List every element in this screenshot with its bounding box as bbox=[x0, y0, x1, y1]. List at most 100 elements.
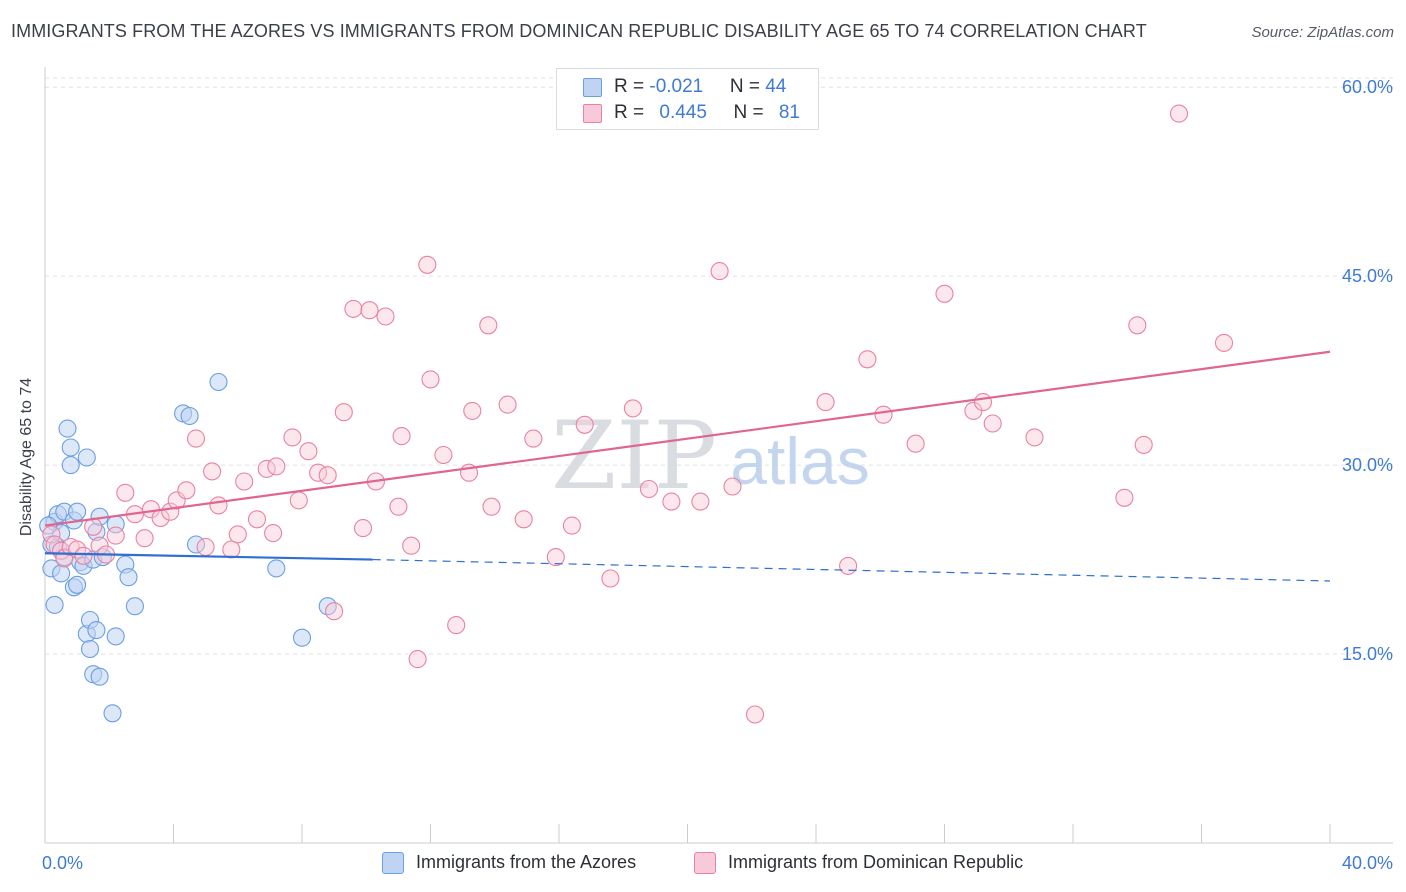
point-dominican bbox=[601, 569, 620, 588]
legend-n-label: N = bbox=[729, 76, 766, 97]
point-azores bbox=[87, 621, 106, 640]
point-dominican bbox=[1134, 435, 1153, 454]
y-tick-label: 60.0% bbox=[1342, 77, 1393, 97]
point-azores bbox=[58, 419, 77, 438]
point-dominican bbox=[514, 510, 533, 529]
point-azores bbox=[61, 456, 80, 475]
gridlines bbox=[45, 77, 1393, 655]
point-dominican bbox=[935, 284, 954, 303]
point-dominican bbox=[360, 301, 379, 320]
point-dominican bbox=[482, 497, 501, 516]
legend-swatch-dominican bbox=[583, 104, 602, 123]
point-dominican bbox=[177, 481, 196, 500]
bottom-legend-swatch-dominican bbox=[694, 852, 716, 874]
point-azores bbox=[45, 595, 64, 614]
point-dominican bbox=[186, 429, 206, 448]
y-axis-label: Disability Age 65 to 74 bbox=[18, 377, 35, 537]
point-azores bbox=[77, 448, 96, 467]
axes bbox=[44, 67, 1393, 844]
point-azores bbox=[80, 639, 100, 659]
legend-r-label: R = bbox=[614, 76, 650, 97]
point-dominican bbox=[983, 414, 1002, 433]
bottom-legend-swatch-azores bbox=[382, 852, 404, 874]
point-dominican bbox=[203, 462, 222, 481]
tick-labels: 15.0% 30.0% 45.0% 60.0% 0.0% 40.0% bbox=[42, 77, 1393, 873]
point-dominican bbox=[524, 429, 543, 448]
point-dominican bbox=[247, 510, 267, 529]
point-dominican bbox=[1214, 333, 1234, 352]
point-azores bbox=[180, 406, 199, 426]
point-dominican bbox=[42, 525, 61, 544]
point-dominican bbox=[353, 519, 373, 538]
trend-line-azores-extension bbox=[372, 558, 1331, 582]
watermark-zip: ZIP bbox=[551, 402, 717, 511]
y-tick-label: 30.0% bbox=[1342, 455, 1393, 475]
point-dominican bbox=[106, 526, 125, 545]
trend-line-dominican bbox=[44, 350, 1331, 527]
point-dominican bbox=[318, 466, 337, 485]
source-label: Source: ZipAtlas.com bbox=[1251, 24, 1394, 41]
bottom-legend-label-azores: Immigrants from the Azores bbox=[416, 852, 637, 872]
y-tick-label: 15.0% bbox=[1342, 644, 1393, 664]
chart-title: IMMIGRANTS FROM THE AZORES VS IMMIGRANTS… bbox=[11, 21, 1147, 41]
point-dominican bbox=[498, 395, 517, 414]
point-dominican bbox=[228, 525, 247, 544]
point-dominican bbox=[418, 255, 437, 274]
point-dominican bbox=[1115, 488, 1134, 507]
point-dominican bbox=[376, 307, 395, 326]
point-dominican bbox=[562, 516, 581, 535]
point-dominican bbox=[1128, 316, 1147, 335]
trend-lines bbox=[44, 350, 1331, 582]
legend-r-value-dominican: 0.445 bbox=[659, 102, 707, 123]
point-dominican bbox=[906, 434, 925, 453]
point-dominican bbox=[463, 401, 482, 420]
point-dominican bbox=[575, 415, 594, 434]
legend-r-value-azores: -0.021 bbox=[649, 76, 704, 97]
point-dominican bbox=[816, 393, 835, 412]
point-dominican bbox=[973, 393, 993, 412]
point-dominican bbox=[710, 262, 729, 281]
point-dominican bbox=[1169, 104, 1189, 123]
point-dominican bbox=[858, 350, 877, 369]
point-azores bbox=[106, 627, 125, 646]
point-azores bbox=[125, 597, 144, 616]
correlation-legend: R = -0.021 N = 44 R = 0.445 N = 81 bbox=[556, 68, 819, 130]
point-azores bbox=[119, 568, 138, 587]
point-dominican bbox=[639, 479, 659, 499]
point-dominican bbox=[392, 427, 411, 446]
point-dominican bbox=[325, 602, 344, 621]
point-dominican bbox=[344, 299, 363, 318]
point-dominican bbox=[745, 705, 765, 724]
point-dominican bbox=[264, 524, 283, 543]
point-azores bbox=[103, 704, 122, 723]
y-tick-label: 45.0% bbox=[1342, 266, 1393, 286]
point-dominican bbox=[196, 537, 215, 557]
point-dominican bbox=[283, 428, 302, 447]
point-dominican bbox=[299, 442, 318, 461]
point-dominican bbox=[662, 492, 681, 511]
point-dominican bbox=[839, 556, 858, 575]
legend-r-label: R = bbox=[614, 102, 650, 123]
point-azores bbox=[209, 372, 228, 392]
point-dominican bbox=[235, 472, 254, 491]
point-dominican bbox=[222, 540, 241, 559]
point-dominican bbox=[623, 399, 642, 418]
point-dominican bbox=[874, 405, 893, 424]
point-dominican bbox=[546, 548, 565, 567]
x-tick-label: 0.0% bbox=[42, 853, 83, 873]
point-dominican bbox=[267, 457, 286, 476]
point-dominican bbox=[209, 496, 228, 515]
point-dominican bbox=[116, 483, 135, 502]
legend-swatch-azores bbox=[583, 78, 602, 97]
point-dominican bbox=[74, 546, 93, 565]
point-dominican bbox=[723, 477, 742, 496]
trend-line-azores bbox=[44, 552, 373, 561]
point-azores bbox=[68, 575, 87, 594]
point-azores bbox=[292, 628, 312, 647]
point-azores bbox=[93, 548, 112, 567]
point-dominican bbox=[421, 370, 440, 389]
point-dominican bbox=[434, 445, 453, 465]
point-dominican bbox=[447, 616, 466, 635]
bottom-legend-label-dominican: Immigrants from Dominican Republic bbox=[728, 852, 1024, 872]
